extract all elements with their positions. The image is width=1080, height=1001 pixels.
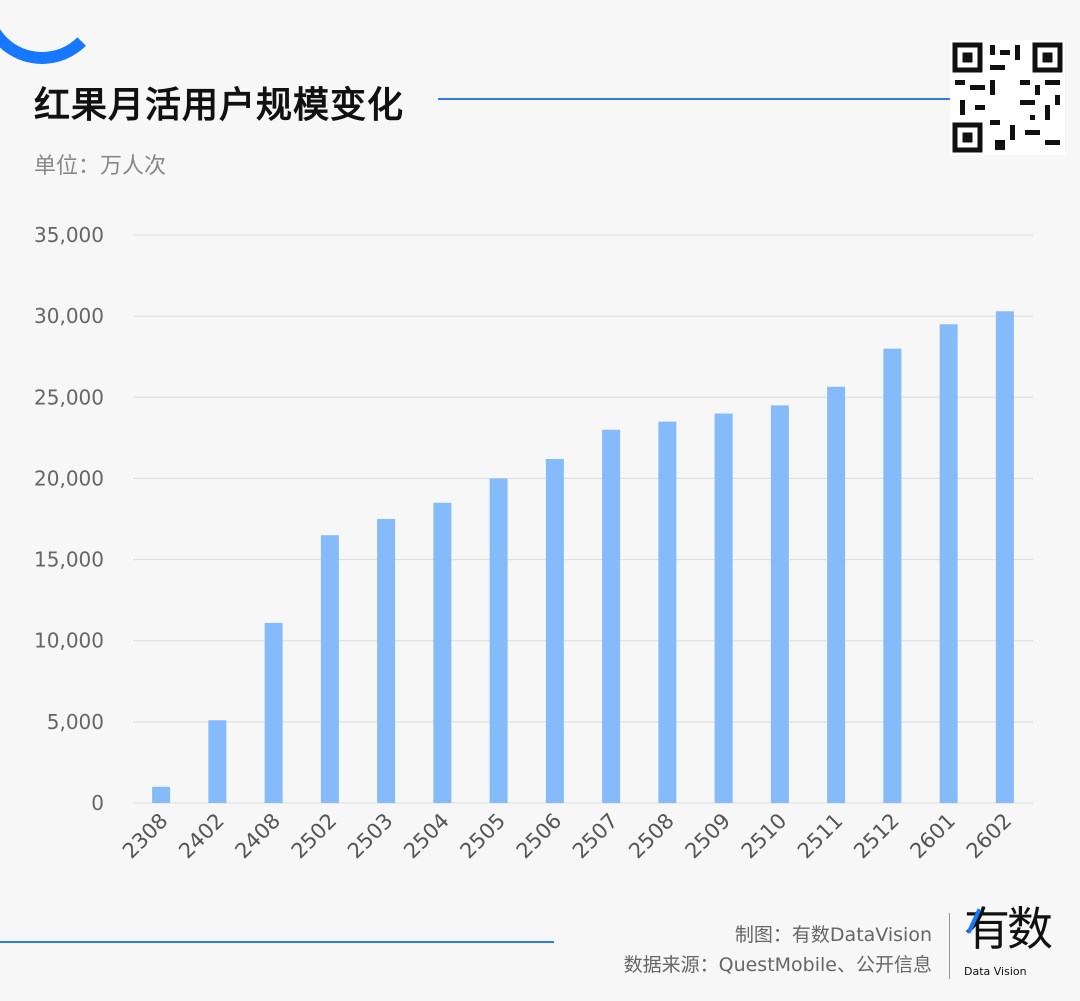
y-tick-label: 5,000 bbox=[47, 710, 104, 734]
title-rule bbox=[438, 98, 953, 100]
x-tick-label: 2510 bbox=[737, 809, 792, 864]
x-tick-label: 2504 bbox=[399, 809, 454, 864]
qr-code-icon bbox=[950, 40, 1065, 155]
footer-rule bbox=[0, 941, 554, 943]
x-tick-label: 2602 bbox=[962, 809, 1017, 864]
y-tick-label: 20,000 bbox=[34, 466, 104, 490]
bar bbox=[320, 535, 339, 803]
bar bbox=[602, 429, 621, 803]
x-tick-label: 2502 bbox=[287, 809, 342, 864]
bar bbox=[208, 720, 227, 803]
x-tick-label: 2508 bbox=[624, 809, 679, 864]
bar bbox=[377, 519, 396, 803]
source-text: 数据来源：QuestMobile、公开信息 bbox=[623, 954, 932, 976]
logo-subtext: Data Vision bbox=[964, 965, 1027, 978]
bar bbox=[995, 311, 1014, 803]
x-tick-label: 2408 bbox=[230, 809, 285, 864]
y-tick-label: 10,000 bbox=[34, 629, 104, 653]
x-tick-label: 2507 bbox=[568, 809, 623, 864]
credit-text: 制图：有数DataVision bbox=[734, 924, 932, 946]
x-tick-label: 2503 bbox=[343, 809, 398, 864]
x-tick-label: 2601 bbox=[905, 809, 960, 864]
x-tick-label: 2511 bbox=[793, 809, 848, 864]
datavision-logo: 有数 Data Vision bbox=[962, 904, 1072, 996]
chart-title: 红果月活用户规模变化 bbox=[34, 85, 405, 126]
bar bbox=[489, 478, 508, 803]
bar bbox=[827, 386, 846, 803]
bar bbox=[152, 786, 171, 803]
x-tick-label: 2308 bbox=[118, 809, 173, 864]
bar bbox=[545, 458, 564, 803]
bar bbox=[433, 502, 452, 803]
x-tick-label: 2512 bbox=[849, 809, 904, 864]
unit-label: 单位：万人次 bbox=[34, 154, 167, 179]
footer-divider bbox=[949, 913, 950, 979]
bar bbox=[939, 324, 958, 803]
bar-chart: 0 5,000 10,000 15,000 20,000 25,000 30,000 35,0… bbox=[34, 223, 1033, 864]
bar bbox=[658, 421, 677, 803]
y-tick-label: 0 bbox=[91, 791, 104, 815]
y-tick-label: 35,000 bbox=[34, 223, 104, 247]
bar bbox=[714, 413, 733, 803]
x-tick-label: 2506 bbox=[512, 809, 567, 864]
x-tick-label: 2509 bbox=[680, 809, 735, 864]
x-tick-label: 2505 bbox=[455, 809, 510, 864]
y-tick-label: 30,000 bbox=[34, 304, 104, 328]
bar bbox=[264, 622, 283, 803]
y-tick-label: 15,000 bbox=[34, 548, 104, 572]
y-tick-label: 25,000 bbox=[34, 385, 104, 409]
bar bbox=[883, 348, 902, 803]
bar bbox=[770, 405, 789, 803]
x-tick-label: 2402 bbox=[174, 809, 229, 864]
